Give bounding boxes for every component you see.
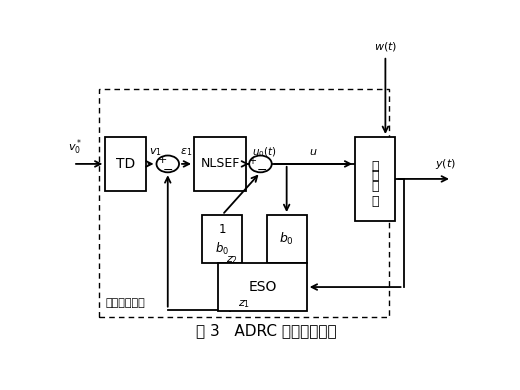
Bar <box>106 137 146 191</box>
Text: $z_2$: $z_2$ <box>226 254 238 266</box>
Bar <box>194 137 246 191</box>
Bar <box>218 263 307 311</box>
Text: +: + <box>158 155 167 165</box>
Text: $\varepsilon_1$: $\varepsilon_1$ <box>180 146 192 158</box>
Bar <box>267 215 307 263</box>
Text: $b_0$: $b_0$ <box>279 231 294 247</box>
Bar <box>355 137 395 221</box>
Text: $z_1$: $z_1$ <box>238 298 251 310</box>
Text: ESO: ESO <box>248 280 277 294</box>
Text: −: − <box>163 164 173 177</box>
Text: 被: 被 <box>372 160 379 174</box>
Text: TD: TD <box>116 157 135 171</box>
Circle shape <box>249 156 272 172</box>
Text: NLSEF: NLSEF <box>201 158 240 170</box>
Circle shape <box>157 156 179 172</box>
Text: $w(t)$: $w(t)$ <box>374 40 397 53</box>
Text: +: + <box>248 156 256 166</box>
Text: $u_0(t)$: $u_0(t)$ <box>252 145 277 159</box>
Bar <box>99 89 389 317</box>
Bar <box>202 215 242 263</box>
Text: $y(t)$: $y(t)$ <box>435 157 457 171</box>
Text: 自抗扰控制器: 自抗扰控制器 <box>106 298 145 308</box>
Text: 图 3   ADRC 控制原理框图: 图 3 ADRC 控制原理框图 <box>196 323 337 338</box>
Text: 1: 1 <box>218 223 226 236</box>
Text: $u$: $u$ <box>309 147 318 157</box>
Text: $b_0$: $b_0$ <box>215 241 229 257</box>
Text: −: − <box>256 164 267 177</box>
Text: $v_1$: $v_1$ <box>149 146 162 158</box>
Text: $v_0^*$: $v_0^*$ <box>68 138 82 157</box>
Text: 控: 控 <box>372 169 379 183</box>
Text: 对
象: 对 象 <box>372 180 379 208</box>
